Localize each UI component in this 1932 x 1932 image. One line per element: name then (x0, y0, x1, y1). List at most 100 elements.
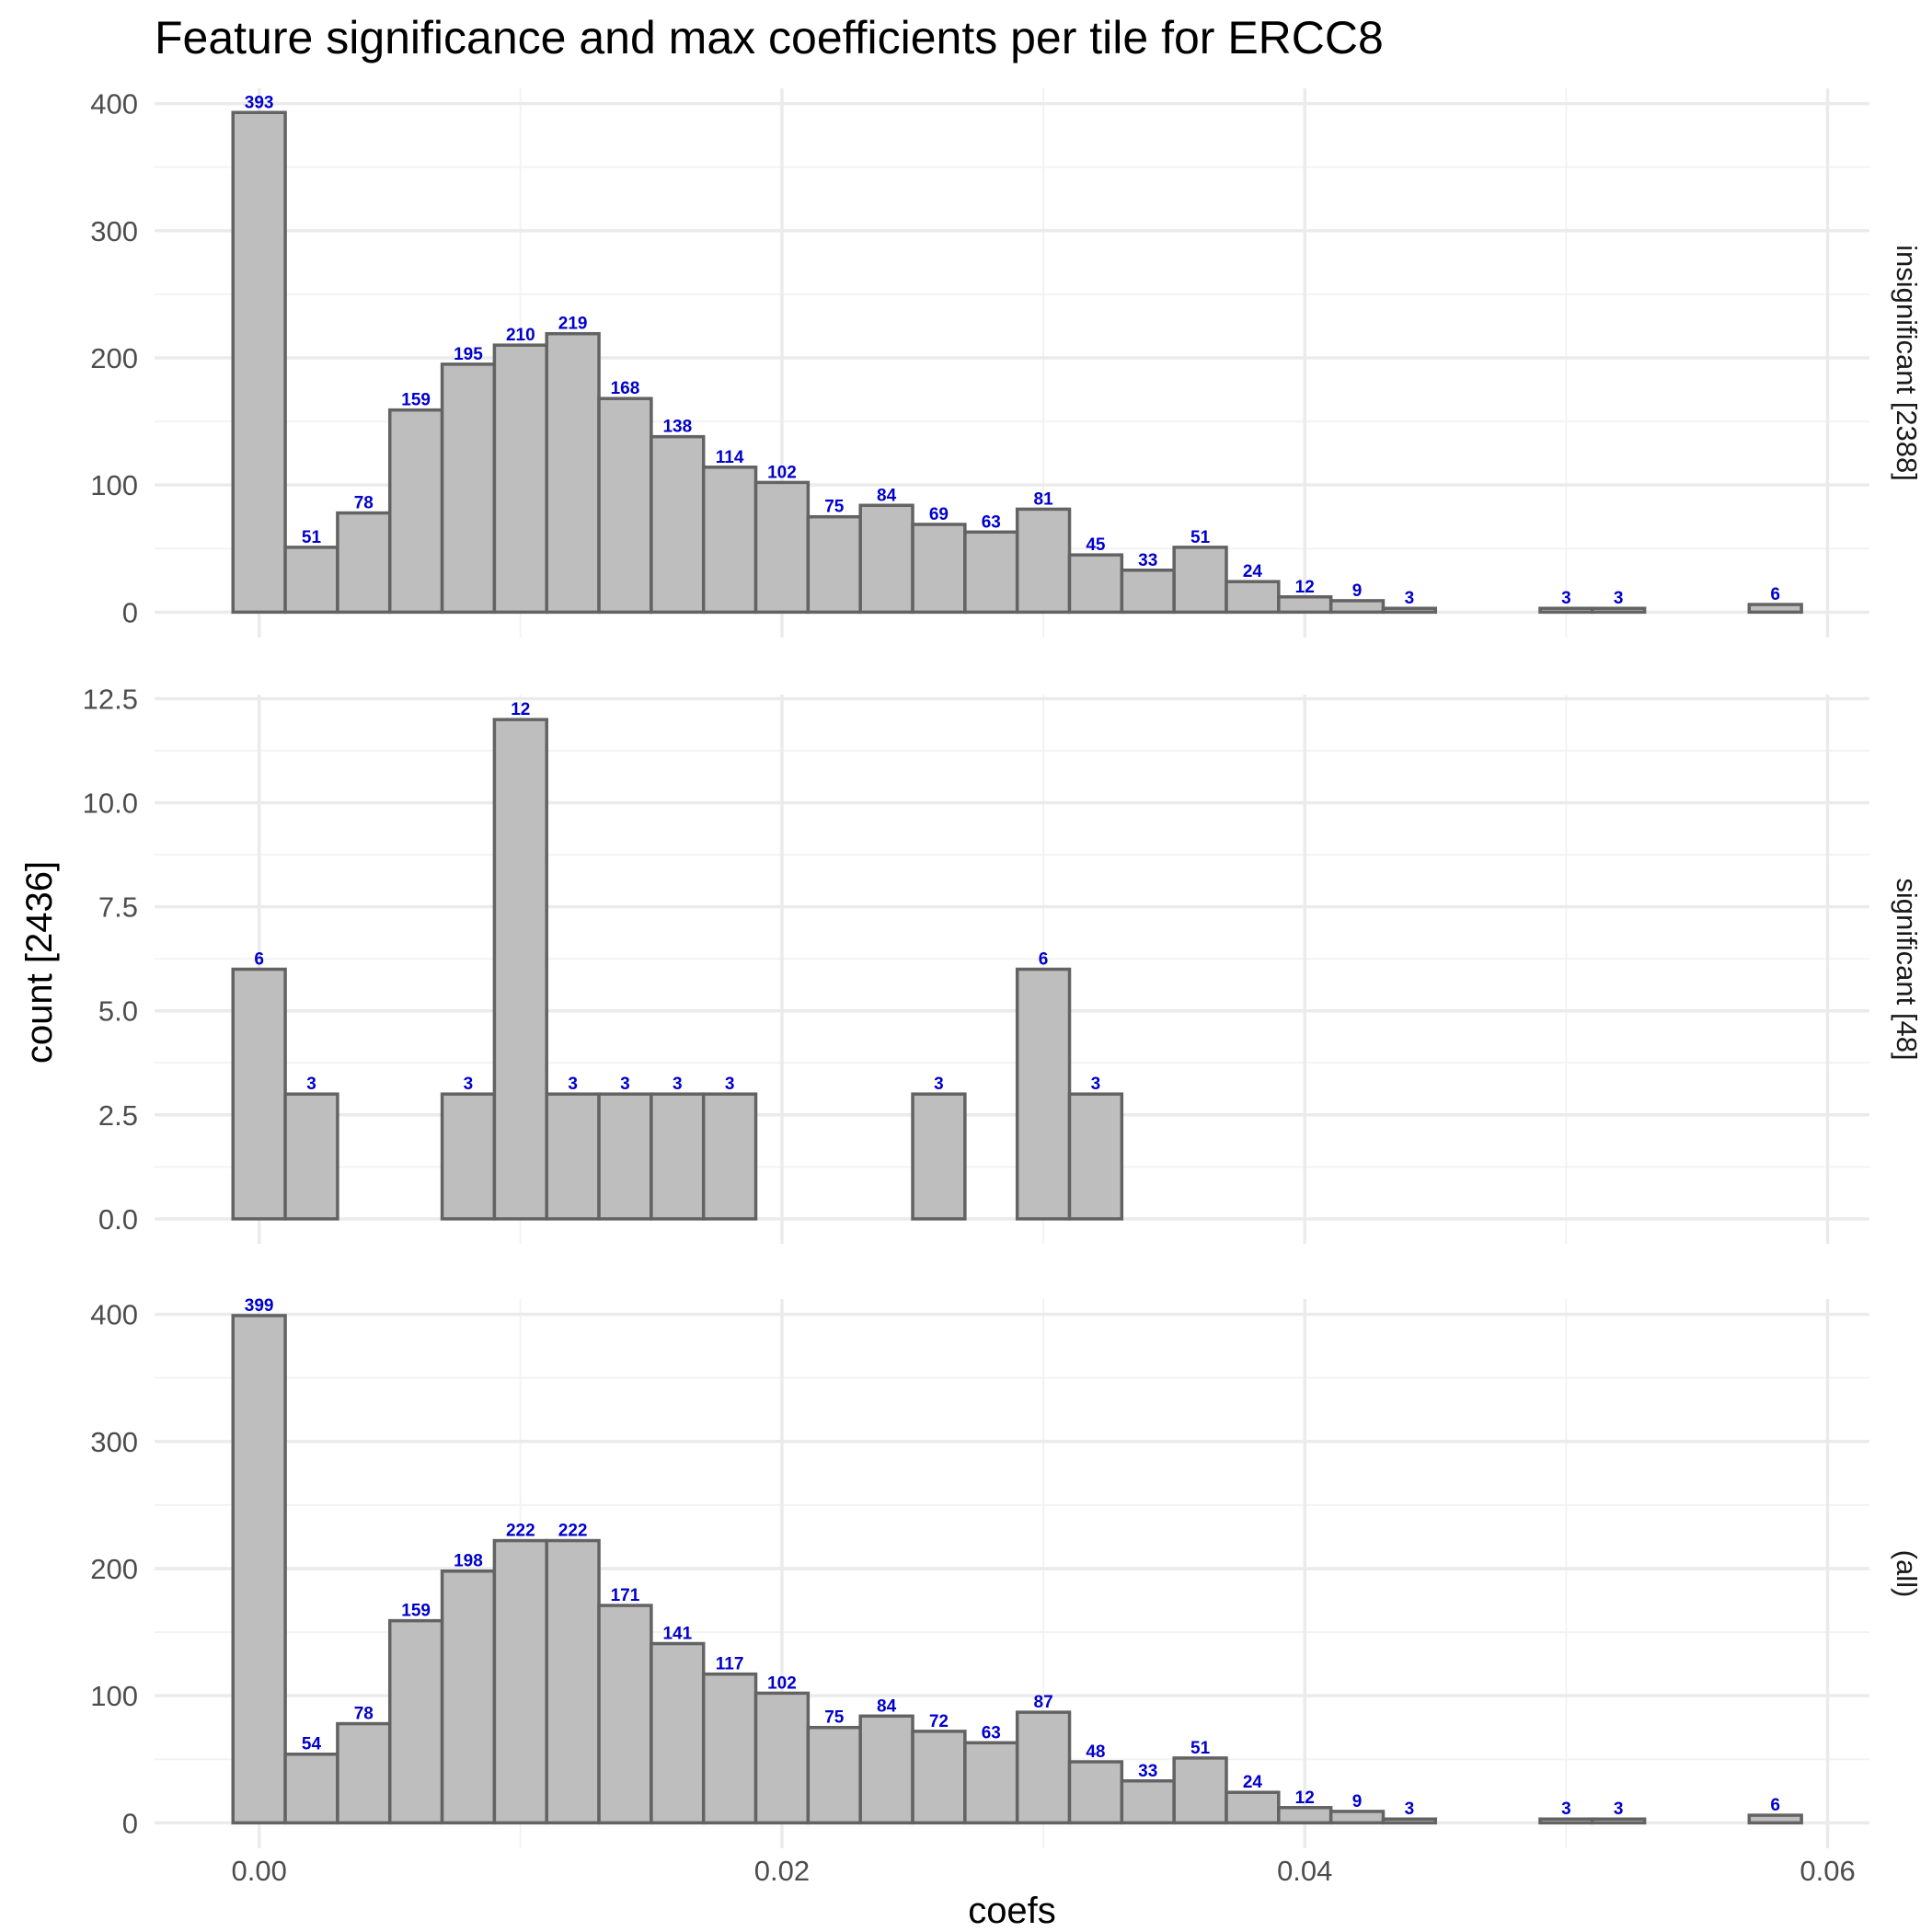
bar-value-label: 48 (1086, 1742, 1105, 1762)
strip-label-panel-1: insignificant [2388] (1891, 245, 1923, 481)
bar (231, 110, 287, 615)
bar-value-label: 171 (611, 1586, 640, 1605)
bar (283, 1752, 339, 1825)
bar (1015, 1710, 1072, 1825)
bar-value-label: 24 (1243, 1773, 1263, 1792)
bar (1538, 606, 1594, 615)
bar (545, 331, 601, 615)
y-tick-label: 10.0 (83, 788, 138, 820)
bar (1225, 1790, 1281, 1825)
bar (1591, 606, 1647, 615)
bar (1172, 1756, 1228, 1825)
bar (1747, 603, 1803, 615)
bar (1120, 1779, 1176, 1825)
bar-value-label: 159 (401, 391, 431, 410)
bar (1328, 599, 1386, 615)
bar-value-label: 69 (929, 505, 949, 524)
bar-value-label: 9 (1352, 1792, 1363, 1811)
bar (545, 1538, 601, 1825)
bar (753, 1691, 811, 1825)
strip-label-panel-2: significant [48] (1891, 878, 1923, 1060)
bar (701, 466, 758, 615)
x-axis-title: coefs (968, 1891, 1056, 1931)
bar-value-label: 51 (1190, 528, 1211, 547)
bar (387, 1618, 444, 1825)
bar (1277, 1806, 1333, 1825)
bar (440, 1569, 497, 1825)
bar-value-label: 102 (767, 463, 797, 482)
bar (440, 1092, 497, 1221)
x-tick-label: 0.04 (1277, 1855, 1332, 1887)
bar-value-label: 33 (1138, 551, 1157, 570)
bar (440, 362, 497, 615)
bar (806, 1725, 862, 1825)
bar (336, 511, 392, 615)
bar (1172, 546, 1228, 615)
bars-panel-2: 6 3 3 12 3 3 3 3 3 6 3 (231, 700, 1124, 1221)
bar-value-label: 6 (1770, 585, 1780, 604)
bar-value-label: 33 (1138, 1762, 1157, 1781)
bar-value-label: 51 (302, 528, 322, 547)
x-tick-label: 0.06 (1800, 1855, 1855, 1887)
bar (701, 1092, 758, 1221)
bar (1015, 507, 1072, 615)
bar-value-label: 6 (254, 950, 264, 970)
bar (1120, 569, 1176, 615)
bar-value-label: 3 (620, 1075, 630, 1094)
bar (911, 523, 967, 615)
bar-value-label: 159 (401, 1602, 431, 1621)
bar-value-label: 138 (662, 418, 692, 437)
y-tick-label: 400 (90, 1299, 138, 1331)
bar-value-label: 3 (306, 1075, 316, 1094)
bar (1015, 967, 1072, 1221)
bar-value-label: 72 (929, 1712, 949, 1731)
bar (1381, 606, 1438, 615)
bar (597, 1604, 653, 1825)
bar-value-label: 12 (1295, 1788, 1315, 1808)
bar-value-label: 6 (1770, 1796, 1780, 1815)
bar-value-label: 3 (934, 1075, 944, 1094)
y-tick-label: 400 (90, 88, 138, 121)
bar (283, 1092, 339, 1221)
bar-value-label: 168 (611, 379, 640, 398)
bar-value-label: 87 (1034, 1693, 1053, 1712)
chart-title: Feature significance and max coefficient… (155, 12, 1384, 63)
bar-value-label: 63 (982, 1723, 1001, 1742)
bar-value-label: 399 (245, 1296, 274, 1316)
bar-value-label: 54 (302, 1735, 322, 1754)
y-tick-label: 5.0 (98, 995, 138, 1028)
x-tick-label: 0.00 (231, 1855, 286, 1887)
bar-value-label: 78 (354, 494, 374, 513)
bar-value-label: 75 (824, 498, 845, 517)
bar-value-label: 114 (716, 448, 744, 467)
bar (1067, 1092, 1124, 1221)
bar-value-label: 3 (1405, 589, 1415, 608)
panel-2: 0.0 2.5 5.0 7.5 10.0 12.5 6 3 3 12 3 3 3 3 3 6 3 signific… (83, 684, 1923, 1244)
y-tick-label: 300 (90, 215, 138, 247)
bar (911, 1092, 967, 1221)
bar (1277, 595, 1333, 615)
bar (1225, 580, 1281, 615)
bar (650, 1092, 706, 1221)
y-tick-label: 0 (122, 596, 138, 628)
bar (231, 1314, 287, 1825)
bar-value-label: 141 (662, 1625, 692, 1644)
bar-value-label: 117 (716, 1655, 744, 1674)
y-tick-label: 200 (90, 1553, 138, 1585)
bar-value-label: 3 (1614, 1800, 1624, 1819)
bar-value-label: 3 (568, 1075, 578, 1094)
bar-value-label: 84 (877, 486, 897, 505)
y-tick-label: 100 (90, 1680, 138, 1712)
y-tick-label: 300 (90, 1426, 138, 1458)
y-tick-label: 200 (90, 342, 138, 374)
bar-value-label: 3 (1561, 1800, 1571, 1819)
y-axis-title: count [2436] (19, 861, 60, 1064)
y-tick-label: 0.0 (98, 1203, 138, 1236)
bar-value-label: 51 (1190, 1739, 1211, 1758)
bar (701, 1672, 758, 1825)
bar-value-label: 12 (511, 700, 530, 719)
